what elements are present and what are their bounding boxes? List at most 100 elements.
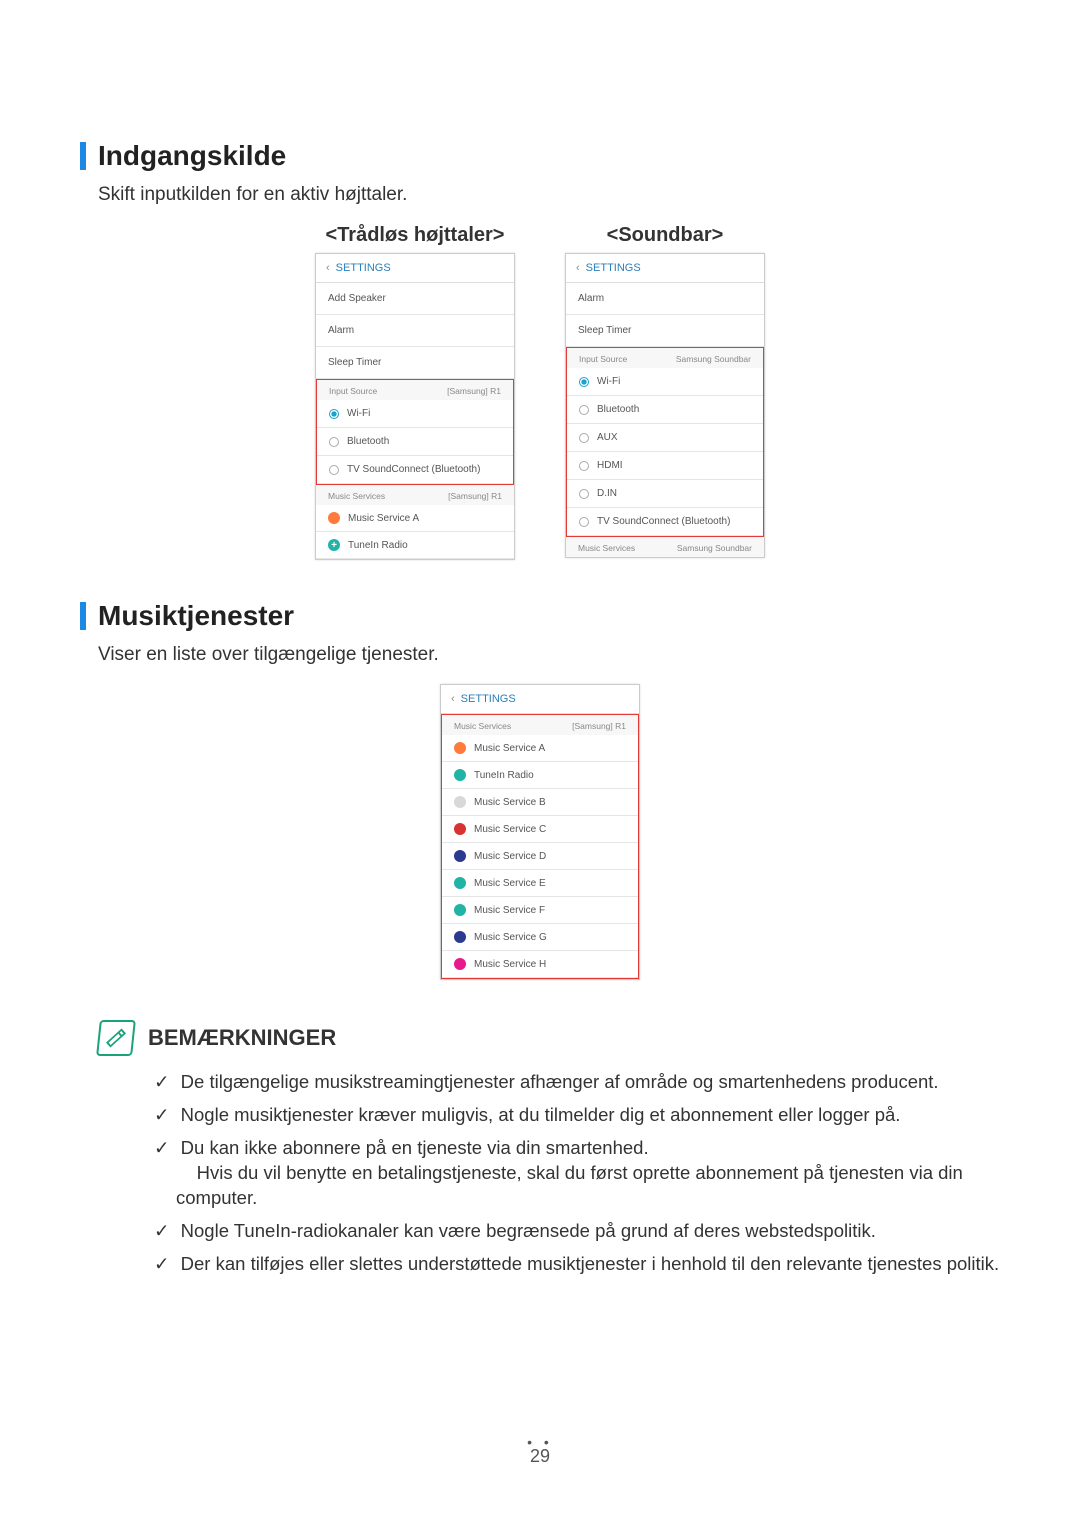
radio-item[interactable]: HDMI — [567, 452, 763, 480]
service-label: Music Service C — [474, 824, 546, 835]
settings-item[interactable]: Alarm — [566, 283, 764, 315]
group-header-music-services: Music Services [Samsung] R1 — [316, 485, 514, 505]
note-item: ✓ De tilgængelige musikstreamingtjeneste… — [154, 1070, 1000, 1095]
service-item[interactable]: Music Service B — [442, 789, 638, 816]
radio-item[interactable]: Wi-Fi — [317, 400, 513, 428]
notes-icon — [96, 1020, 136, 1056]
service-item[interactable]: Music Service A — [316, 505, 514, 532]
section-heading-input-source: Indgangskilde — [80, 140, 1000, 172]
service-label: Music Service B — [474, 797, 546, 808]
service-item[interactable]: +TuneIn Radio — [316, 532, 514, 559]
phone-header[interactable]: ‹ SETTINGS — [566, 254, 764, 283]
radio-item[interactable]: Bluetooth — [317, 428, 513, 456]
page-number-value: 29 — [530, 1446, 550, 1466]
notes-title: BEMÆRKNINGER — [148, 1025, 336, 1051]
radio-label: TV SoundConnect (Bluetooth) — [347, 464, 480, 475]
section-title: Musiktjenester — [98, 600, 294, 632]
screens-row-services: ‹ SETTINGS Music Services [Samsung] R1 M… — [80, 684, 1000, 980]
screen-col-wireless: <Trådløs højttaler> ‹ SETTINGS Add Speak… — [315, 224, 515, 560]
section-title: Indgangskilde — [98, 140, 286, 172]
service-label: Music Service A — [474, 743, 545, 754]
service-color-icon — [454, 931, 466, 943]
check-icon: ✓ — [154, 1220, 170, 1241]
highlight-box-input-source: Input Source [Samsung] R1 Wi-Fi Bluetooth… — [316, 379, 514, 485]
service-label: Music Service F — [474, 905, 545, 916]
phone-header-title: SETTINGS — [586, 262, 641, 274]
back-icon[interactable]: ‹ — [576, 262, 580, 274]
service-item[interactable]: Music Service A — [442, 735, 638, 762]
service-label: Music Service D — [474, 851, 546, 862]
check-icon: ✓ — [154, 1071, 170, 1092]
radio-item[interactable]: AUX — [567, 424, 763, 452]
radio-icon — [579, 405, 589, 415]
phone-header-title: SETTINGS — [336, 262, 391, 274]
notes-list: ✓ De tilgængelige musikstreamingtjeneste… — [154, 1070, 1000, 1277]
group-label: Input Source — [579, 354, 627, 364]
radio-label: HDMI — [597, 460, 623, 471]
service-label: Music Service H — [474, 959, 546, 970]
section-desc: Viser en liste over tilgængelige tjenest… — [98, 644, 1000, 666]
service-item[interactable]: Music Service D — [442, 843, 638, 870]
note-item: ✓ Nogle musiktjenester kræver muligvis, … — [154, 1103, 1000, 1128]
service-item[interactable]: TuneIn Radio — [442, 762, 638, 789]
radio-icon — [579, 461, 589, 471]
service-color-icon — [454, 796, 466, 808]
note-item: ✓ Du kan ikke abonnere på en tjeneste vi… — [154, 1136, 1000, 1211]
highlight-box-services: Music Services [Samsung] R1 Music Servic… — [441, 714, 639, 979]
settings-item[interactable]: Sleep Timer — [316, 347, 514, 379]
notes-block: BEMÆRKNINGER ✓ De tilgængelige musikstre… — [98, 1020, 1000, 1277]
settings-item[interactable]: Add Speaker — [316, 283, 514, 315]
settings-item[interactable]: Sleep Timer — [566, 315, 764, 347]
phone-header[interactable]: ‹ SETTINGS — [316, 254, 514, 283]
heading-accent-bar — [80, 142, 86, 170]
radio-label: Bluetooth — [347, 436, 389, 447]
phone-header[interactable]: ‹ SETTINGS — [441, 685, 639, 714]
highlight-box-input-source: Input Source Samsung Soundbar Wi-Fi Bluet… — [566, 347, 764, 537]
screen-label-left: <Trådløs højttaler> — [326, 224, 505, 247]
service-item[interactable]: Music Service F — [442, 897, 638, 924]
radio-item[interactable]: TV SoundConnect (Bluetooth) — [317, 456, 513, 484]
service-color-icon — [454, 958, 466, 970]
phone-screen-soundbar: ‹ SETTINGS AlarmSleep Timer Input Source… — [565, 253, 765, 558]
radio-item[interactable]: TV SoundConnect (Bluetooth) — [567, 508, 763, 536]
group-label: Music Services — [578, 543, 635, 553]
section-desc: Skift inputkilden for en aktiv højttaler… — [98, 184, 1000, 206]
group-header-input-source: Input Source [Samsung] R1 — [317, 380, 513, 400]
group-device: Samsung Soundbar — [677, 543, 752, 553]
radio-item[interactable]: D.IN — [567, 480, 763, 508]
radio-label: TV SoundConnect (Bluetooth) — [597, 516, 730, 527]
service-item[interactable]: Music Service H — [442, 951, 638, 978]
radio-icon — [329, 465, 339, 475]
note-item: ✓ Der kan tilføjes eller slettes underst… — [154, 1252, 1000, 1277]
back-icon[interactable]: ‹ — [326, 262, 330, 274]
radio-icon — [329, 409, 339, 419]
screen-label-right: <Soundbar> — [607, 224, 724, 247]
service-color-icon — [454, 823, 466, 835]
settings-item[interactable]: Alarm — [316, 315, 514, 347]
back-icon[interactable]: ‹ — [451, 693, 455, 705]
service-label: Music Service E — [474, 878, 546, 889]
screen-col-soundbar: <Soundbar> ‹ SETTINGS AlarmSleep Timer I… — [565, 224, 765, 560]
check-icon: ✓ — [154, 1253, 170, 1274]
page-dots: • • — [0, 1439, 1080, 1446]
radio-item[interactable]: Wi-Fi — [567, 368, 763, 396]
service-color-icon — [454, 904, 466, 916]
service-color-icon — [454, 769, 466, 781]
service-color-icon — [454, 850, 466, 862]
service-label: Music Service A — [348, 513, 419, 524]
radio-label: Wi-Fi — [597, 376, 620, 387]
radio-label: Wi-Fi — [347, 408, 370, 419]
service-label: TuneIn Radio — [474, 770, 534, 781]
phone-header-title: SETTINGS — [461, 693, 516, 705]
heading-accent-bar — [80, 602, 86, 630]
service-color-icon — [328, 512, 340, 524]
service-item[interactable]: Music Service C — [442, 816, 638, 843]
check-icon: ✓ — [154, 1104, 170, 1125]
group-device: Samsung Soundbar — [676, 354, 751, 364]
service-item[interactable]: Music Service G — [442, 924, 638, 951]
check-icon: ✓ — [154, 1137, 170, 1158]
service-item[interactable]: Music Service E — [442, 870, 638, 897]
radio-item[interactable]: Bluetooth — [567, 396, 763, 424]
phone-screen-wireless: ‹ SETTINGS Add SpeakerAlarmSleep Timer I… — [315, 253, 515, 560]
group-label: Music Services — [454, 721, 511, 731]
